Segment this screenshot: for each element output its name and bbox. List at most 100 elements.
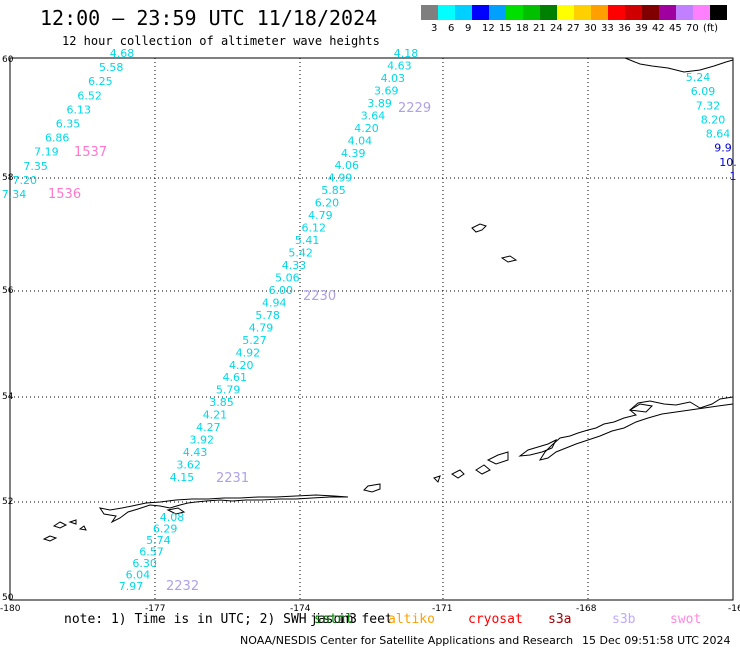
legend-swatch	[574, 5, 591, 20]
legend-swatch	[608, 5, 625, 20]
legend-swatch	[506, 5, 523, 20]
legend-label: (ft)	[703, 23, 719, 34]
legend-swatch	[540, 5, 557, 20]
wave-height-value: 6.13	[67, 103, 92, 116]
coastline-segment	[628, 403, 654, 413]
coastline-segment	[624, 57, 734, 73]
legend-swatch	[642, 5, 659, 20]
coastline-segment	[451, 469, 465, 479]
latitude-label: 54	[2, 392, 14, 402]
satellite-sntnl: sntnl	[314, 612, 354, 627]
wave-height-value: 5.85	[321, 184, 346, 197]
coastline-segment	[363, 483, 381, 493]
latitude-label: 56	[2, 286, 14, 296]
credit-text: NOAA/NESDIS Center for Satellite Applica…	[240, 634, 574, 647]
wave-height-value: 8.64	[706, 128, 731, 141]
legend-label: 45	[669, 23, 682, 34]
pass-time-label: 2231	[216, 471, 249, 486]
wave-height-value: 3.64	[361, 109, 386, 122]
wave-height-value: 5.78	[255, 309, 280, 322]
pass-time-label: 2232	[166, 579, 199, 594]
map-frame	[9, 57, 734, 601]
wave-height-value: 1	[730, 170, 737, 183]
wave-height-value: 4.61	[222, 371, 247, 384]
wave-height-value: 6.20	[315, 197, 340, 210]
coastline-segment	[166, 507, 186, 515]
legend-swatch	[625, 5, 642, 20]
wave-height-value: 3.62	[176, 459, 201, 472]
coastline-segment	[471, 223, 487, 233]
legend-swatch	[523, 5, 540, 20]
wave-height-value: 5.79	[216, 384, 241, 397]
coastline-segment	[538, 396, 734, 461]
wave-height-value: 5.41	[295, 234, 320, 247]
legend-label: 6	[448, 23, 455, 34]
coastline-segment	[98, 494, 349, 524]
legend-swatch	[438, 5, 455, 20]
wave-height-value: 4.20	[354, 122, 379, 135]
wave-height-value: 4.03	[381, 72, 406, 85]
latitude-label: 60	[2, 55, 14, 65]
coastline-segment	[500, 255, 518, 263]
wave-height-value: 7.32	[696, 99, 721, 112]
wave-height-value: 4.99	[328, 172, 353, 185]
wave-height-value: 4.43	[183, 446, 208, 459]
wave-height-value: 4.27	[196, 421, 221, 434]
wave-height-value: 5.74	[146, 534, 171, 547]
wave-height-value: 6.12	[302, 222, 327, 235]
wave-height-value: 7.20	[13, 174, 38, 187]
wave-height-value: 4.15	[170, 471, 195, 484]
wave-height-value: 4.39	[341, 147, 366, 160]
legend-label: 3	[431, 23, 438, 34]
legend-swatch	[676, 5, 693, 20]
coastline-segment	[68, 519, 77, 525]
wave-height-value: 4.04	[348, 134, 373, 147]
wave-height-value: 7.34	[2, 188, 27, 201]
satellite-altiko: altiko	[388, 612, 435, 627]
legend-label: 30	[584, 23, 597, 34]
wave-height-value: 5.58	[99, 61, 124, 74]
page-subtitle: 12 hour collection of altimeter wave hei…	[62, 34, 380, 48]
satellite-s3a: s3a	[548, 612, 572, 627]
altimeter-tracks: 4.685.586.256.526.13 6.356.867.197.357.20…	[2, 47, 737, 594]
legend-label: 39	[635, 23, 648, 34]
wave-height-value: 4.79	[308, 209, 333, 222]
wave-height-value: 6.57	[139, 546, 164, 559]
wave-height-value: 4.20	[229, 359, 254, 372]
coastline	[42, 57, 734, 542]
wave-height-value: 4.94	[262, 296, 287, 309]
legend-label: 24	[550, 23, 563, 34]
coastline-segment	[518, 438, 558, 457]
legend-swatch	[659, 5, 676, 20]
wave-height-value: 7.35	[23, 160, 48, 173]
legend-label: 42	[652, 23, 665, 34]
wave-height-value: 4.33	[282, 259, 307, 272]
wave-height-value: 5.42	[288, 247, 313, 260]
legend-swatch	[557, 5, 574, 20]
legend-swatch	[591, 5, 608, 20]
wave-height-value: 6.86	[45, 132, 70, 145]
pass-time-label: 2229	[398, 101, 431, 116]
wave-height-value: 8.20	[701, 113, 726, 126]
legend-label: 36	[618, 23, 631, 34]
wave-height-value: 4.63	[387, 59, 412, 72]
satellite-cryosat: cryosat	[468, 612, 523, 627]
longitude-label: -177	[145, 604, 165, 614]
map-grid	[9, 57, 734, 601]
legend-swatch	[693, 5, 710, 20]
axis-labels: 60 58 56 54 52 50-180 -177 -174 -171 -168 -16	[0, 55, 740, 614]
wave-height-value: 4.18	[394, 47, 419, 60]
legend-label: 12	[482, 23, 495, 34]
wave-height-value: 4.92	[236, 346, 261, 359]
page-title: 12:00 – 23:59 UTC 11/18/2024	[40, 6, 378, 30]
wave-height-value: 4.08	[160, 511, 185, 524]
wave-height-value: 6.52	[77, 89, 102, 102]
wave-height-value: 4.21	[203, 409, 228, 422]
wave-height-value: 3.85	[209, 396, 234, 409]
satellite-jason3: jason3	[310, 612, 357, 627]
coastline-segment	[52, 521, 68, 529]
pass-time-label: 1537	[74, 145, 107, 160]
wave-height-value: 3.92	[190, 434, 215, 447]
wave-height-value: 6.00	[269, 284, 294, 297]
